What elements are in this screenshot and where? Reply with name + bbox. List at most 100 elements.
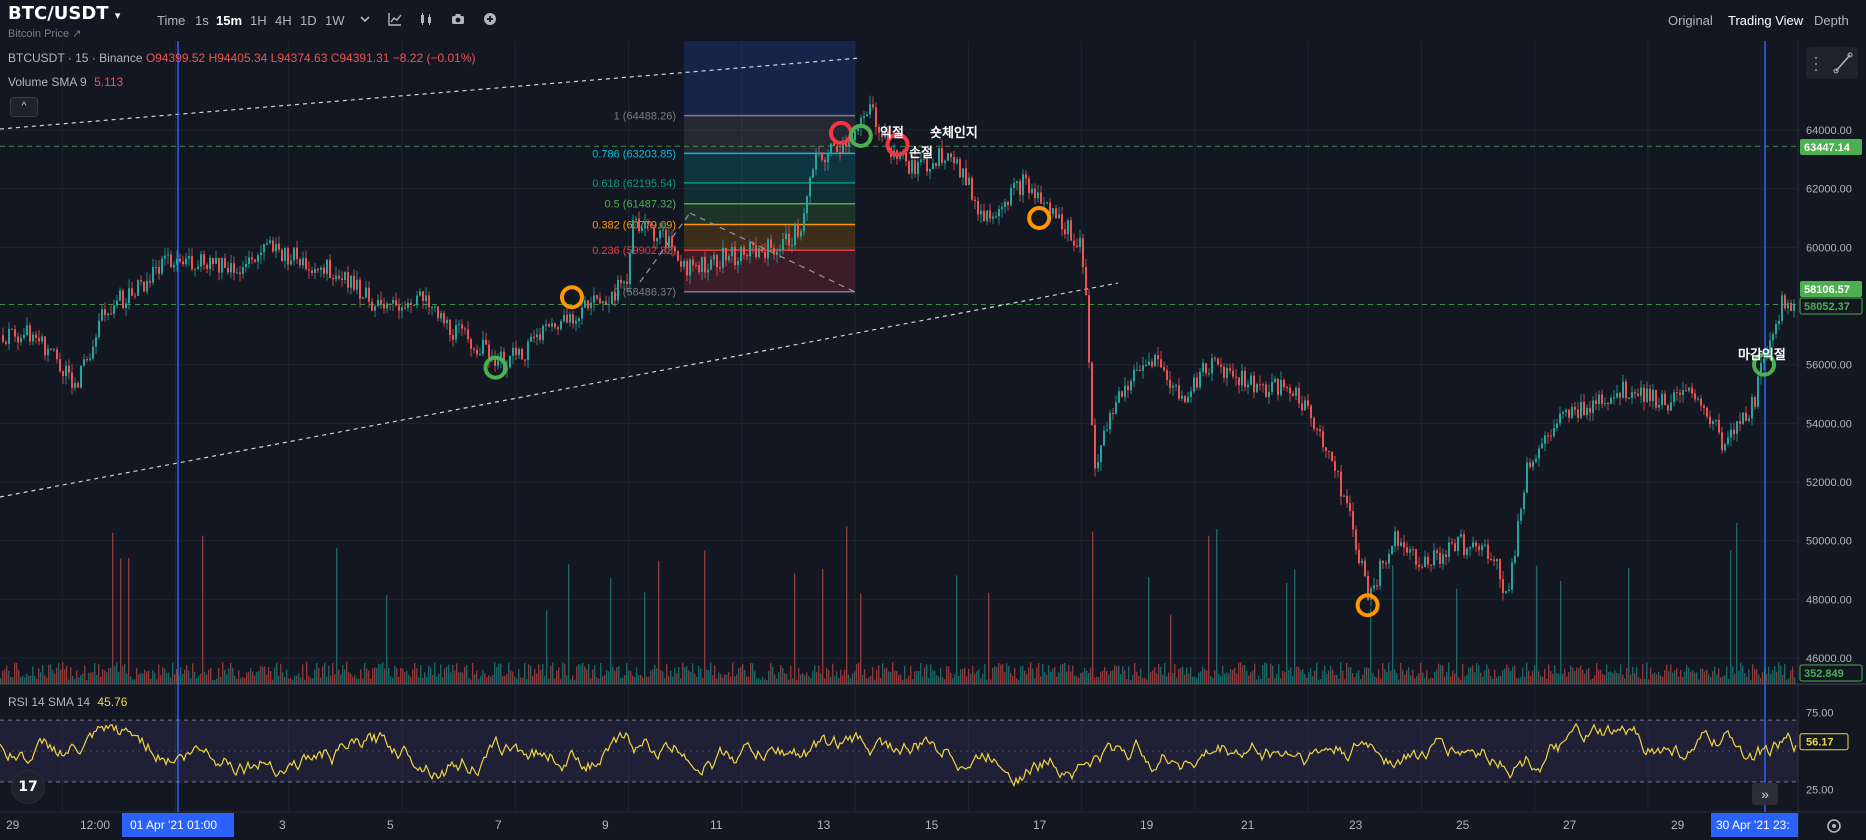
- camera-icon[interactable]: [450, 11, 466, 27]
- volume-bar: [40, 672, 42, 684]
- trendline-tool-icon[interactable]: [1806, 47, 1858, 79]
- volume-bar: [1354, 677, 1356, 684]
- volume-bar: [734, 676, 736, 684]
- timeframe-time[interactable]: Time: [157, 13, 186, 28]
- volume-bar: [1336, 674, 1338, 684]
- volume-bar: [1068, 665, 1070, 684]
- candle-body: [1091, 362, 1093, 425]
- volume-bar: [1598, 669, 1600, 684]
- candle-body: [938, 148, 940, 166]
- timeframe-1d[interactable]: 1D: [300, 13, 317, 28]
- volume-bar: [394, 665, 396, 684]
- candle-body: [614, 292, 616, 301]
- view-tab-depth[interactable]: Depth: [1814, 13, 1849, 28]
- candle-body: [1211, 358, 1213, 374]
- timeframe-15m[interactable]: 15m: [216, 13, 243, 28]
- timeframe-1s[interactable]: 1s: [195, 13, 209, 28]
- volume-bar: [1210, 676, 1212, 684]
- time-tick-label: 5: [387, 818, 394, 832]
- view-tab-trading-view[interactable]: Trading View: [1728, 13, 1804, 28]
- volume-bar: [414, 662, 416, 684]
- candle-body: [755, 245, 757, 258]
- symbol-title[interactable]: BTC/USDT ▾: [8, 3, 121, 24]
- candle-body: [176, 258, 178, 265]
- collapse-legend-button[interactable]: ^: [10, 97, 38, 117]
- plus-circle-icon[interactable]: [482, 11, 498, 27]
- volume-bar: [200, 673, 202, 684]
- volume-bar: [842, 675, 844, 684]
- candle-body: [137, 280, 139, 296]
- volume-bar: [208, 669, 210, 684]
- volume-bar: [650, 670, 652, 684]
- settings-gear-icon: [1827, 819, 1841, 833]
- candle-body: [563, 314, 565, 322]
- drawing-tools-panel[interactable]: [1806, 47, 1858, 79]
- volume-bar: [1572, 667, 1574, 684]
- scroll-to-realtime-icon[interactable]: »: [1752, 783, 1778, 805]
- volume-bar: [1442, 665, 1444, 684]
- volume-bar: [744, 669, 746, 684]
- candle-body: [1229, 368, 1231, 371]
- candle-body: [1784, 295, 1786, 309]
- timeframe-1h[interactable]: 1H: [250, 13, 267, 28]
- volume-bar: [1010, 672, 1012, 684]
- volume-bar: [1428, 678, 1430, 684]
- price-chart[interactable]: 1 (64488.26)0.786 (63203.85)0.618 (62195…: [0, 41, 1866, 840]
- candles-icon[interactable]: [418, 11, 434, 27]
- volume-bar: [1146, 679, 1148, 684]
- volume-bar: [972, 665, 974, 684]
- candle-body: [344, 272, 346, 281]
- candle-body: [1715, 419, 1717, 422]
- tradingview-logo-icon[interactable]: 17: [11, 770, 45, 804]
- volume-bar: [762, 676, 764, 684]
- candle-body: [428, 295, 430, 308]
- candle-body: [233, 263, 235, 273]
- candle-body: [557, 327, 559, 330]
- timeframe-1w[interactable]: 1W: [325, 13, 345, 28]
- volume-bar: [468, 677, 470, 684]
- volume-bar: [710, 662, 712, 684]
- volume-bar: [478, 679, 480, 684]
- volume-bar: [1114, 665, 1116, 684]
- volume-bar: [152, 670, 154, 684]
- indicator-icon[interactable]: [387, 11, 403, 27]
- volume-bar: [516, 678, 518, 684]
- volume-bar: [460, 671, 462, 684]
- volume-bar: [1596, 663, 1598, 684]
- volume-bar: [282, 672, 284, 684]
- candle-body: [758, 248, 760, 258]
- candle-body: [878, 126, 880, 133]
- candle-body: [587, 300, 589, 309]
- candle-body: [1208, 373, 1210, 375]
- volume-bar: [718, 672, 720, 684]
- view-tab-original[interactable]: Original: [1668, 13, 1713, 28]
- volume-bar: [1738, 670, 1740, 684]
- timeframe-4h[interactable]: 4H: [275, 13, 292, 28]
- volume-bar: [154, 672, 156, 684]
- candle-body: [746, 254, 748, 257]
- volume-bar: [488, 675, 490, 684]
- candle-body: [923, 158, 925, 160]
- volume-bar: [10, 677, 12, 684]
- volume-bar: [336, 547, 338, 684]
- volume-bar: [298, 672, 300, 684]
- volume-bar: [1724, 675, 1726, 684]
- volume-bar: [1446, 672, 1448, 684]
- candle-body: [167, 254, 169, 256]
- volume-bar: [922, 676, 924, 684]
- volume-bar: [232, 667, 234, 684]
- volume-bar: [350, 673, 352, 684]
- candle-body: [347, 272, 349, 288]
- volume-bar: [790, 665, 792, 684]
- volume-bar: [1204, 668, 1206, 684]
- trade-marker-orange: [559, 285, 584, 310]
- volume-bar: [1274, 677, 1276, 684]
- volume-bar: [1776, 672, 1778, 684]
- chevron-down-icon[interactable]: [357, 11, 373, 27]
- candle-body: [752, 242, 754, 246]
- volume-bar: [600, 663, 602, 684]
- symbol-subtitle[interactable]: Bitcoin Price ↗: [8, 28, 82, 40]
- volume-bar: [454, 670, 456, 684]
- volume-bar: [20, 676, 22, 684]
- volume-bar: [796, 679, 798, 684]
